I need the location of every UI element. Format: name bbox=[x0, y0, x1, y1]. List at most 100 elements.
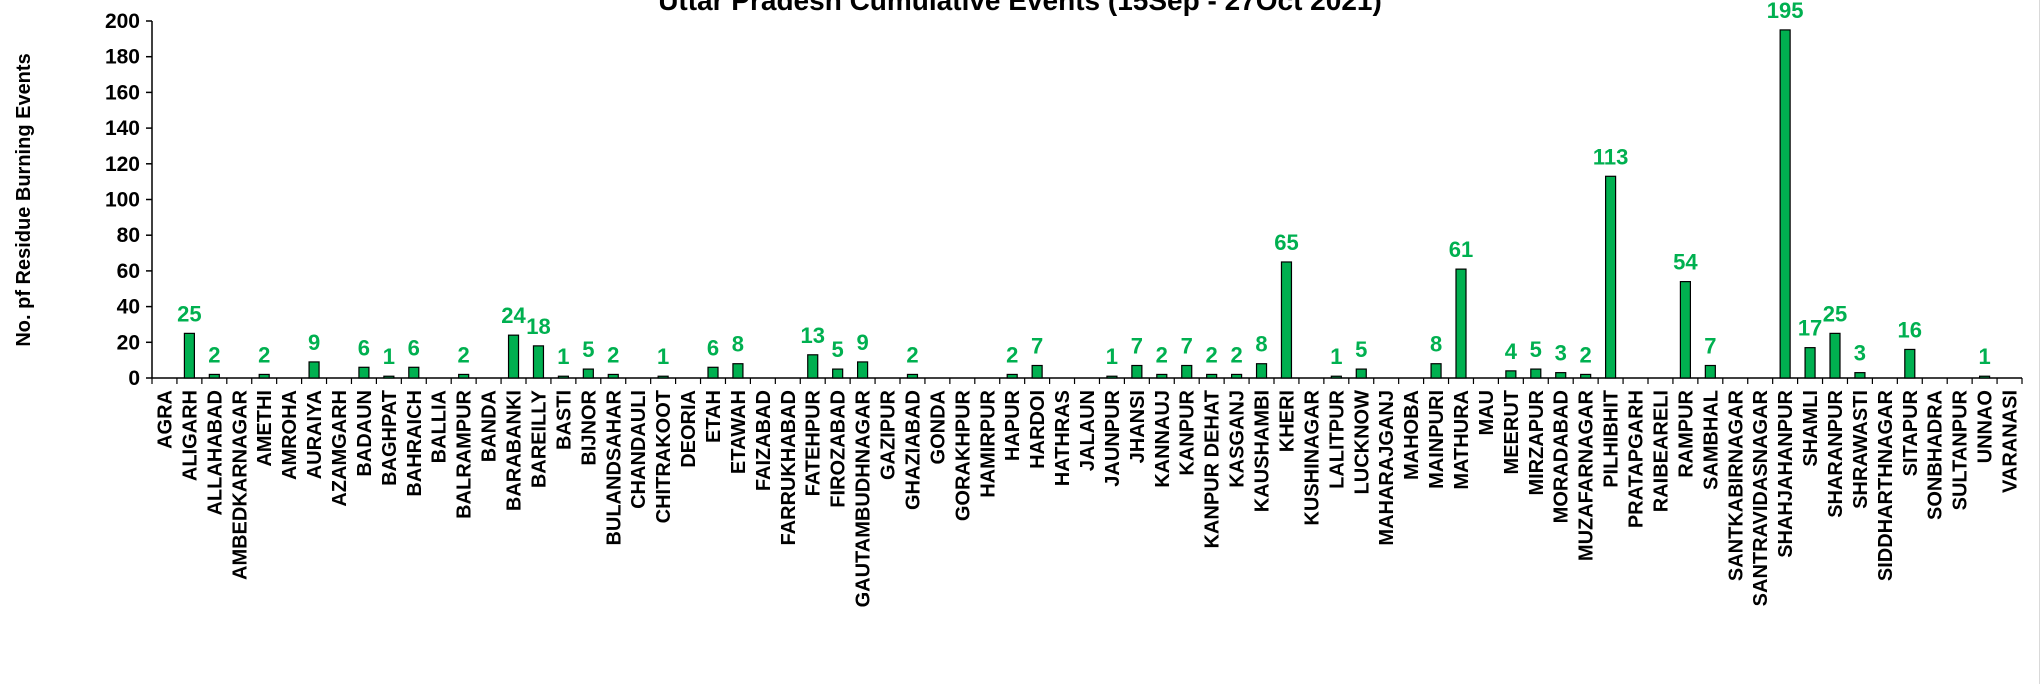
bar bbox=[707, 366, 719, 379]
y-axis-label: No. pf Residue Burning Events bbox=[13, 53, 35, 346]
category-label: BIJNOR bbox=[578, 389, 600, 465]
data-label: 2 bbox=[1206, 342, 1218, 367]
category-label: SANTRAVIDASNAGAR bbox=[1750, 389, 1772, 606]
data-label: 7 bbox=[1704, 334, 1716, 359]
category-label: GAUTAMBUDHNAGAR bbox=[853, 389, 875, 607]
category-label: AGRA bbox=[154, 390, 176, 449]
data-label: 195 bbox=[1767, 0, 1804, 23]
category-label: AZAMGARH bbox=[329, 390, 351, 507]
category-label: KUSHINAGAR bbox=[1301, 389, 1323, 525]
category-label: SANTKABIRNAGAR bbox=[1725, 389, 1747, 581]
category-label: BASTI bbox=[553, 390, 575, 450]
category-label: MATHURA bbox=[1451, 390, 1473, 490]
y-tick-label: 100 bbox=[105, 189, 140, 212]
data-label: 6 bbox=[707, 335, 719, 360]
data-label: 6 bbox=[358, 335, 370, 360]
bar bbox=[832, 368, 844, 379]
data-label: 2 bbox=[1580, 342, 1592, 367]
category-label: BADAUN bbox=[354, 390, 376, 477]
chart-title: Uttar Pradesh Cumulative Events (15Sep -… bbox=[658, 0, 1382, 16]
data-label: 9 bbox=[308, 330, 320, 355]
bar bbox=[1679, 281, 1692, 379]
category-label: AMROHA bbox=[279, 390, 301, 480]
data-label: 8 bbox=[732, 332, 744, 357]
bars bbox=[183, 29, 1991, 379]
data-label: 8 bbox=[1255, 332, 1267, 357]
category-label: VARANASI bbox=[2000, 390, 2022, 493]
data-label: 5 bbox=[1355, 337, 1367, 362]
y-tick-label: 140 bbox=[105, 117, 140, 140]
category-label: ETAH bbox=[703, 390, 725, 443]
data-label: 6 bbox=[408, 335, 420, 360]
y-tick-label: 60 bbox=[117, 260, 140, 283]
bar bbox=[1904, 348, 1916, 379]
category-label: ALIGARH bbox=[179, 390, 201, 481]
y-tick-label: 20 bbox=[117, 331, 140, 354]
category-label: JHANSI bbox=[1127, 390, 1149, 463]
bar bbox=[1455, 268, 1467, 379]
data-label: 1 bbox=[557, 344, 569, 369]
category-label: RAMPUR bbox=[1675, 389, 1697, 477]
bar bbox=[1206, 373, 1218, 379]
bar bbox=[1704, 364, 1716, 379]
bar bbox=[1255, 363, 1268, 379]
category-label: KANPUR bbox=[1177, 389, 1199, 475]
data-label: 61 bbox=[1449, 237, 1473, 262]
bar bbox=[208, 373, 220, 379]
category-label: GHAZIABAD bbox=[902, 390, 924, 510]
data-label: 1 bbox=[383, 344, 395, 369]
bar bbox=[1031, 364, 1043, 379]
category-label: FARRUKHABAD bbox=[778, 390, 800, 546]
bar bbox=[1006, 373, 1018, 379]
bar bbox=[1604, 175, 1617, 379]
bar bbox=[1355, 368, 1367, 379]
bar bbox=[1804, 347, 1816, 379]
category-label: RAIBEARELI bbox=[1650, 390, 1672, 512]
category-label: SONBHADRA bbox=[1925, 390, 1947, 520]
category-label: SHRAWASTI bbox=[1850, 390, 1872, 509]
bar bbox=[1181, 364, 1193, 379]
category-label: FATEHPUR bbox=[803, 389, 825, 496]
category-label: KANNAUJ bbox=[1152, 390, 1174, 488]
category-label: KASGANJ bbox=[1227, 390, 1249, 488]
bar bbox=[1978, 375, 1991, 379]
data-label: 2 bbox=[1006, 342, 1018, 367]
y-tick-label: 160 bbox=[105, 81, 140, 104]
bar bbox=[358, 366, 370, 379]
category-label: SULTANPUR bbox=[1950, 389, 1972, 510]
category-label: CHANDAULI bbox=[628, 390, 650, 509]
y-tick-label: 200 bbox=[105, 10, 140, 33]
y-tick-label: 120 bbox=[105, 153, 140, 176]
data-label: 8 bbox=[1430, 332, 1442, 357]
category-label: MAINPURI bbox=[1426, 390, 1448, 489]
data-label: 7 bbox=[1181, 334, 1193, 359]
y-tick-label: 0 bbox=[128, 367, 140, 390]
category-label: FAIZABAD bbox=[753, 390, 775, 491]
category-label: ETAWAH bbox=[728, 390, 750, 474]
bar bbox=[183, 332, 195, 379]
category-label: MIRZAPUR bbox=[1526, 389, 1548, 495]
data-label: 9 bbox=[856, 330, 868, 355]
data-label: 7 bbox=[1031, 334, 1043, 359]
category-label: HAMIRPUR bbox=[977, 389, 999, 497]
category-label: SAMBHAL bbox=[1700, 390, 1722, 490]
y-tick-label: 40 bbox=[117, 296, 140, 319]
category-label: HARDOI bbox=[1027, 390, 1049, 469]
category-label: KHERI bbox=[1276, 390, 1298, 452]
data-label: 2 bbox=[208, 342, 220, 367]
category-label: ALLAHABAD bbox=[204, 390, 226, 516]
data-label: 1 bbox=[1106, 344, 1118, 369]
category-label: BALLIA bbox=[429, 390, 451, 463]
y-tick-label: 80 bbox=[117, 224, 140, 247]
category-label: MEERUT bbox=[1501, 390, 1523, 474]
y-tick-label: 180 bbox=[105, 46, 140, 69]
bar bbox=[582, 368, 594, 379]
bar bbox=[383, 375, 395, 379]
category-label: CHITRAKOOT bbox=[653, 390, 675, 523]
bar bbox=[532, 345, 545, 379]
category-label: MORADABAD bbox=[1551, 390, 1573, 523]
data-label: 25 bbox=[177, 301, 201, 326]
bar bbox=[1580, 373, 1592, 379]
category-label: BANDA bbox=[479, 390, 501, 462]
